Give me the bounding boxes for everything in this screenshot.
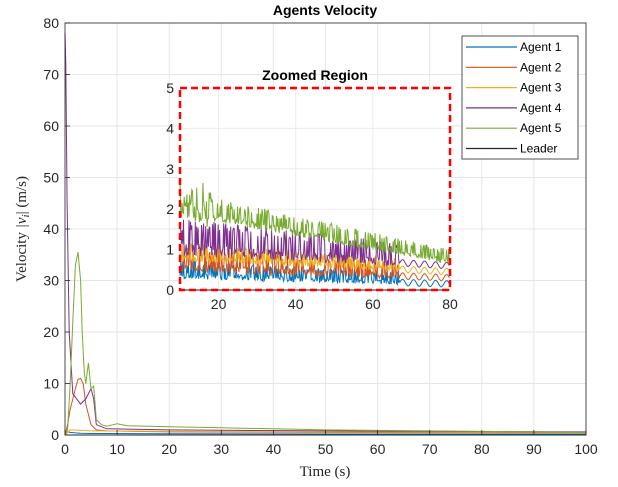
inset-series-line-agent-1 (179, 260, 450, 288)
series-line-agent-3 (64, 429, 587, 436)
y-tick-label: 80 (43, 15, 59, 31)
inset-y-tick-label: 3 (166, 161, 174, 177)
y-tick-label: 50 (43, 170, 59, 186)
inset-series-group (179, 181, 450, 291)
x-tick-label: 30 (214, 441, 230, 457)
legend-entry: Agent 4 (520, 101, 562, 115)
x-tick-label: 40 (266, 441, 282, 457)
inset-x-ticks: 20 40 60 80 (211, 296, 458, 312)
y-tick-label: 10 (43, 376, 59, 392)
legend-entry: Agent 2 (520, 60, 562, 74)
x-tick-label: 80 (474, 441, 490, 457)
legend-entry: Agent 1 (520, 40, 562, 54)
x-tick-label: 50 (318, 441, 334, 457)
inset-y-tick-label: 0 (166, 282, 174, 298)
x-axis-label: Time (s) (300, 464, 351, 480)
x-tick-label: 60 (370, 441, 386, 457)
inset-x-tick-label: 20 (211, 296, 227, 312)
inset-y-tick-label: 4 (166, 120, 174, 136)
inset-y-tick-label: 5 (166, 80, 174, 96)
x-tick-label: 0 (61, 441, 69, 457)
inset-x-tick-label: 40 (288, 296, 304, 312)
inset-y-tick-label: 2 (166, 201, 174, 217)
series-line-agent-4 (64, 33, 587, 433)
inset-title: Zoomed Region (262, 67, 368, 83)
inset-y-ticks: 0 1 2 3 4 5 (166, 80, 174, 298)
y-axis-label-subscript: i (20, 214, 32, 217)
y-tick-label: 0 (51, 427, 59, 443)
y-tick-label: 30 (43, 273, 59, 289)
inset-series-line-agent-4 (179, 219, 450, 269)
y-axis-label-math: |v (14, 217, 30, 228)
x-tick-label: 90 (526, 441, 542, 457)
inset-x-tick-label: 60 (365, 296, 381, 312)
y-axis-label-text: Velocity (14, 232, 30, 282)
legend-entry: Agent 3 (520, 81, 562, 95)
main-x-ticks: 0 10 20 30 40 50 60 70 80 90 100 (61, 430, 598, 457)
main-y-ticks: 0 10 20 30 40 50 60 70 80 (43, 15, 70, 443)
y-axis-label-close: | (14, 211, 30, 214)
legend-box (461, 35, 579, 160)
x-tick-label: 100 (574, 441, 598, 457)
y-tick-label: 60 (43, 118, 59, 134)
inset-dashed-border (178, 86, 452, 292)
x-tick-label: 70 (422, 441, 438, 457)
series-line-agent-5 (64, 252, 587, 436)
y-tick-label: 70 (43, 67, 59, 83)
y-tick-label: 20 (43, 324, 59, 340)
y-tick-label: 40 (43, 221, 59, 237)
legend: Agent 1 Agent 2 Agent 3 Agent 4 Agent 5 Leade… (461, 35, 579, 160)
x-tick-label: 20 (161, 441, 177, 457)
y-axis-label: Velocity |vi| (m/s) (14, 176, 32, 282)
inset-y-tick-label: 1 (166, 242, 174, 258)
inset-x-tick-label: 80 (442, 296, 458, 312)
chart-title: Agents Velocity (273, 2, 377, 18)
x-tick-label: 10 (109, 441, 125, 457)
series-line-agent-1 (64, 431, 587, 436)
y-axis-label-unit: (m/s) (14, 176, 30, 208)
inset-series-line-agent-5 (179, 181, 450, 264)
legend-entry: Leader (520, 142, 557, 156)
legend-entry: Agent 5 (520, 121, 562, 135)
